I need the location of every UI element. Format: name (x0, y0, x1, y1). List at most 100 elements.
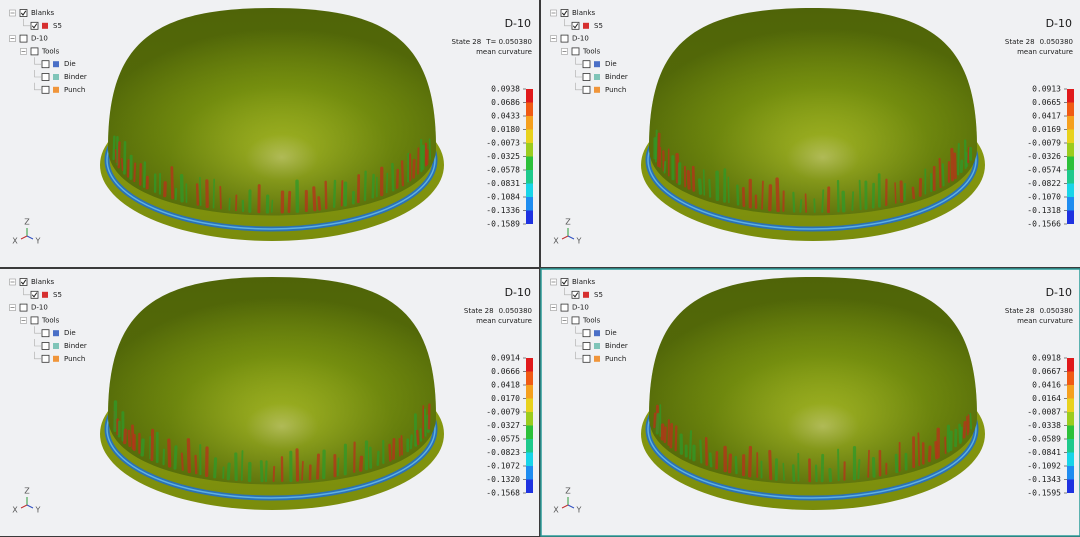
checkbox[interactable] (571, 290, 580, 299)
legend-swatch (1067, 371, 1074, 385)
checkbox[interactable] (560, 278, 569, 286)
curvature-streak (927, 445, 932, 463)
curvature-streak (761, 180, 764, 210)
tree-branch (564, 287, 571, 296)
curvature-streak (427, 403, 431, 430)
curvature-streak (376, 450, 380, 466)
curvature-streak (686, 170, 691, 190)
tree-label: Punch (64, 86, 85, 94)
legend-label: 0.0913 (1032, 85, 1061, 94)
checkmark (561, 10, 568, 16)
checkbox[interactable] (30, 21, 39, 30)
curvature-streak (120, 158, 124, 171)
checkbox[interactable] (582, 73, 591, 81)
tree-label: S5 (53, 291, 62, 299)
checkbox[interactable] (582, 342, 591, 350)
checkbox[interactable] (582, 85, 591, 94)
curvature-streak (953, 152, 957, 180)
legend-swatch (526, 170, 533, 184)
curvature-streak (219, 185, 222, 210)
part-tree: Blanks S5 D-10 Tools Die Binder Punch (550, 9, 628, 94)
checkbox[interactable] (560, 34, 569, 43)
tree-label: Binder (605, 73, 628, 81)
checkbox[interactable] (560, 303, 569, 312)
curvature-streak (123, 140, 127, 175)
checkbox[interactable] (41, 329, 50, 338)
checkbox[interactable] (582, 60, 591, 69)
axis-y-label: Y (576, 237, 582, 246)
checkmark (20, 279, 27, 285)
checkbox[interactable] (571, 47, 580, 56)
legend-label: -0.0589 (1027, 435, 1061, 444)
curvature-streak (287, 190, 292, 214)
curvature-streak (199, 176, 202, 206)
legend-label: 0.0169 (1032, 125, 1061, 134)
part-color (594, 355, 600, 362)
checkbox[interactable] (582, 354, 591, 363)
legend-label: -0.1595 (1027, 489, 1061, 498)
checkbox[interactable] (30, 47, 39, 56)
legend-label: -0.0073 (486, 139, 520, 148)
legend-label: 0.0416 (1032, 381, 1061, 390)
checkbox[interactable] (41, 342, 50, 350)
blank-model (100, 277, 444, 510)
state-time: 0.050380 (1040, 307, 1073, 315)
legend-label: -0.0575 (486, 435, 520, 444)
checkbox[interactable] (19, 34, 28, 43)
checkbox[interactable] (571, 316, 580, 325)
part-color (594, 86, 600, 93)
tree-label: S5 (594, 291, 603, 299)
legend-label: -0.0822 (1027, 179, 1061, 188)
curvature-streak (173, 445, 178, 470)
legend-label: 0.0433 (491, 112, 520, 121)
tree-label: Die (605, 329, 617, 337)
checkbox[interactable] (560, 9, 569, 17)
curvature-streak (112, 135, 116, 161)
curvature-streak (421, 144, 426, 171)
legend-label: -0.0841 (1027, 448, 1061, 457)
tree-label: Punch (605, 86, 626, 94)
legend-label: -0.1343 (1027, 475, 1061, 484)
curvature-streak (791, 464, 796, 482)
legend-label: -0.1566 (1027, 220, 1061, 229)
curvature-streak (301, 460, 304, 481)
view-title: D-10 (505, 286, 531, 299)
axis-z-label: Z (24, 487, 30, 496)
checkbox[interactable] (41, 354, 50, 363)
curvature-streak (804, 193, 808, 213)
result-quantity: mean curvature (1017, 317, 1073, 325)
checkbox[interactable] (41, 73, 50, 81)
tree-branch (575, 339, 582, 347)
tree-branch (575, 70, 582, 78)
checkbox[interactable] (41, 85, 50, 94)
legend-swatch (526, 89, 533, 103)
curvature-streak (264, 460, 268, 483)
view-title: D-10 (1046, 286, 1072, 299)
legend-swatch (1067, 156, 1074, 170)
checkbox[interactable] (19, 278, 28, 286)
state-time: 0.050380 (499, 307, 532, 315)
curvature-streak (140, 438, 145, 457)
part-tree: Blanks S5 D-10 Tools Die Binder Punch (550, 278, 628, 363)
checkbox[interactable] (19, 9, 28, 17)
tree-label: D-10 (572, 304, 589, 312)
legend-swatch (526, 102, 533, 116)
checkbox[interactable] (30, 316, 39, 325)
legend-swatch (1067, 466, 1074, 480)
checkbox[interactable] (30, 290, 39, 299)
curvature-streak (748, 445, 753, 478)
checkbox[interactable] (19, 303, 28, 312)
curvature-streak (150, 428, 155, 462)
legend-swatch (526, 479, 533, 493)
checkbox[interactable] (41, 60, 50, 69)
tree-branch (575, 82, 582, 91)
legend-label: -0.0079 (1027, 139, 1061, 148)
checkbox[interactable] (582, 329, 591, 338)
part-tree: Blanks S5 D-10 Tools Die Binder Punch (9, 9, 87, 94)
legend-label: -0.1092 (1027, 462, 1061, 471)
checkbox[interactable] (571, 21, 580, 30)
curvature-streak (336, 457, 340, 477)
legend-label: -0.0087 (1027, 408, 1061, 417)
axis-x-label: X (12, 506, 18, 515)
tree-label: Die (64, 60, 76, 68)
